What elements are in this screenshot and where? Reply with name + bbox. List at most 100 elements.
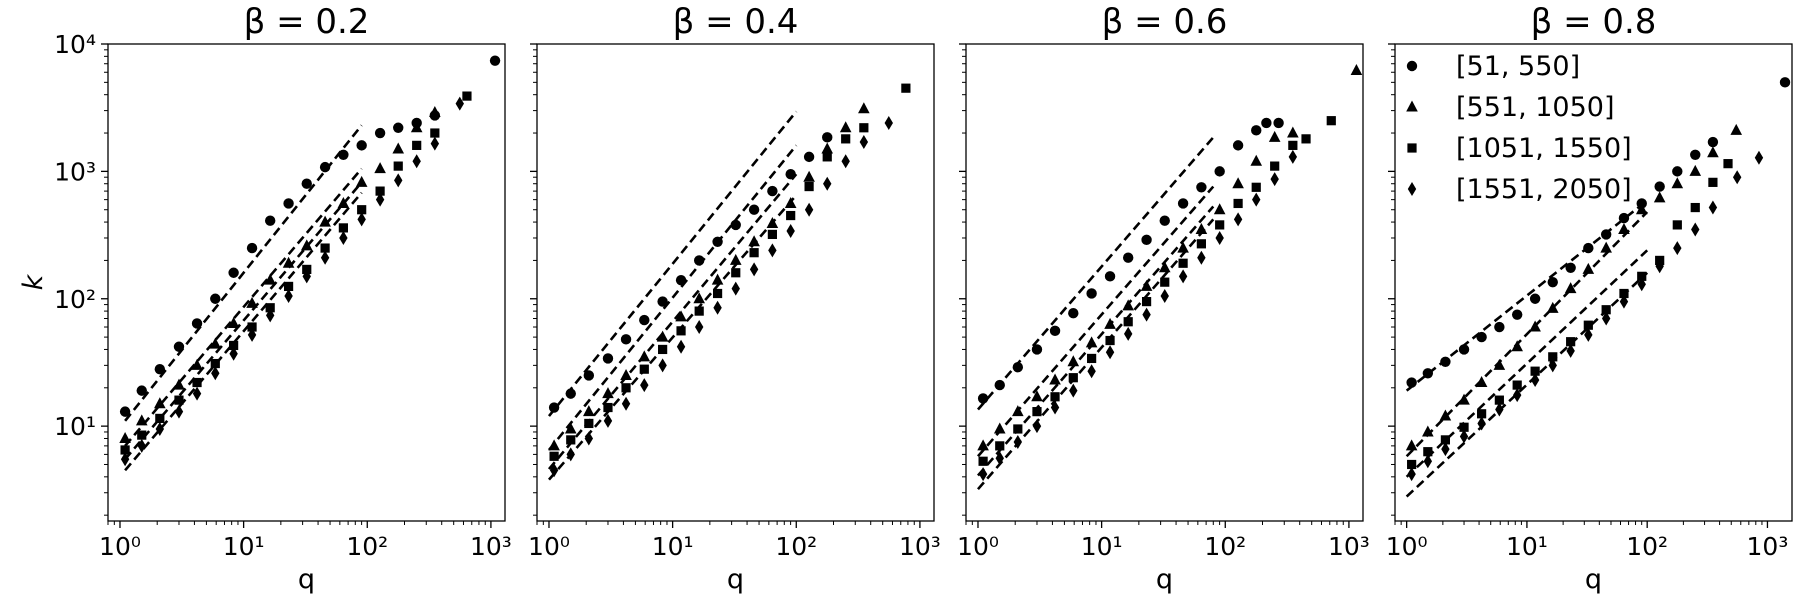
data-point xyxy=(839,121,852,133)
data-point xyxy=(1582,262,1595,274)
series-4 xyxy=(120,96,464,467)
data-point xyxy=(337,196,350,208)
data-point xyxy=(731,281,740,296)
data-point xyxy=(1087,353,1097,364)
data-point xyxy=(1441,442,1450,457)
data-point xyxy=(264,215,276,226)
fit-lines xyxy=(976,136,1215,491)
data-point xyxy=(1494,321,1505,333)
data-point xyxy=(229,346,238,361)
data-point xyxy=(1326,116,1336,126)
plot-frame xyxy=(536,43,935,522)
data-point xyxy=(731,268,741,278)
x-axis-label: q xyxy=(1585,564,1602,595)
data-point xyxy=(1653,191,1666,203)
data-point xyxy=(1067,355,1080,367)
data-point xyxy=(154,363,166,375)
data-point xyxy=(1407,459,1417,470)
x-axis-label: q xyxy=(727,564,744,595)
data-point xyxy=(155,421,165,436)
data-point xyxy=(319,161,331,173)
data-point xyxy=(565,388,576,399)
data-point xyxy=(429,105,441,117)
x-tick-label: 10² xyxy=(346,532,388,561)
data-point xyxy=(768,243,777,258)
data-point xyxy=(137,430,147,440)
data-point xyxy=(1251,182,1261,192)
y-tick-label: 10¹ xyxy=(54,412,96,441)
plot-frame xyxy=(107,43,506,522)
data-point xyxy=(640,378,649,393)
data-point xyxy=(786,210,796,221)
data-point xyxy=(1159,215,1170,226)
data-point xyxy=(748,235,760,247)
data-point xyxy=(191,318,203,329)
data-point xyxy=(766,216,779,228)
data-point xyxy=(694,306,704,316)
series-1 xyxy=(548,132,833,413)
data-point xyxy=(658,358,667,373)
minor-ticks xyxy=(962,49,1344,525)
data-point xyxy=(302,269,311,284)
x-tick-label: 10⁰ xyxy=(99,532,141,561)
x-tick-label: 10¹ xyxy=(223,532,265,561)
data-point xyxy=(1672,220,1682,230)
data-point xyxy=(1458,344,1470,355)
data-point xyxy=(1123,326,1133,341)
data-point xyxy=(1600,241,1612,253)
data-point xyxy=(301,178,312,189)
series-2 xyxy=(1405,123,1743,451)
data-point xyxy=(1440,356,1451,367)
fit-line xyxy=(547,144,798,451)
data-point xyxy=(1708,177,1718,187)
data-point xyxy=(1707,146,1719,158)
data-point xyxy=(602,353,614,364)
data-point xyxy=(1530,366,1540,376)
data-point xyxy=(1566,337,1576,347)
panel-title: β = 0.4 xyxy=(673,2,799,42)
data-point xyxy=(749,262,759,277)
legend-label: [1551, 2050] xyxy=(1456,174,1632,205)
data-point xyxy=(822,132,833,143)
data-point xyxy=(1618,222,1630,234)
data-point xyxy=(1196,239,1206,249)
fit-line xyxy=(124,191,363,472)
data-point xyxy=(1177,241,1189,253)
data-point xyxy=(120,445,130,455)
data-point xyxy=(1779,77,1791,88)
data-point xyxy=(584,418,594,429)
data-point xyxy=(1013,424,1023,434)
data-point xyxy=(901,83,911,93)
data-point xyxy=(1049,325,1061,337)
data-point xyxy=(1495,402,1504,417)
data-point xyxy=(1601,311,1611,326)
x-tick-label: 10³ xyxy=(470,532,512,561)
data-point xyxy=(247,327,257,342)
data-point xyxy=(1012,405,1024,417)
data-point xyxy=(1458,393,1470,405)
data-point xyxy=(1031,390,1043,402)
series-1 xyxy=(1406,77,1791,388)
data-point xyxy=(1233,212,1243,227)
legend-marker xyxy=(1407,182,1417,196)
data-point xyxy=(1195,222,1208,234)
data-point xyxy=(282,256,295,268)
data-point xyxy=(603,402,613,413)
data-point xyxy=(1566,343,1575,358)
data-point xyxy=(357,212,366,227)
data-point xyxy=(564,422,577,434)
legend-label: [551, 1050] xyxy=(1456,92,1614,123)
data-point xyxy=(1732,170,1742,185)
data-point xyxy=(978,456,988,466)
series-2 xyxy=(977,63,1363,451)
data-point xyxy=(712,288,723,299)
data-point xyxy=(859,123,869,133)
data-point xyxy=(174,404,184,419)
data-point xyxy=(412,140,422,150)
data-point xyxy=(602,387,614,399)
data-point xyxy=(1142,307,1151,322)
data-point xyxy=(1673,241,1682,256)
data-point xyxy=(786,224,795,239)
data-point xyxy=(1601,305,1611,315)
data-point xyxy=(748,204,760,215)
